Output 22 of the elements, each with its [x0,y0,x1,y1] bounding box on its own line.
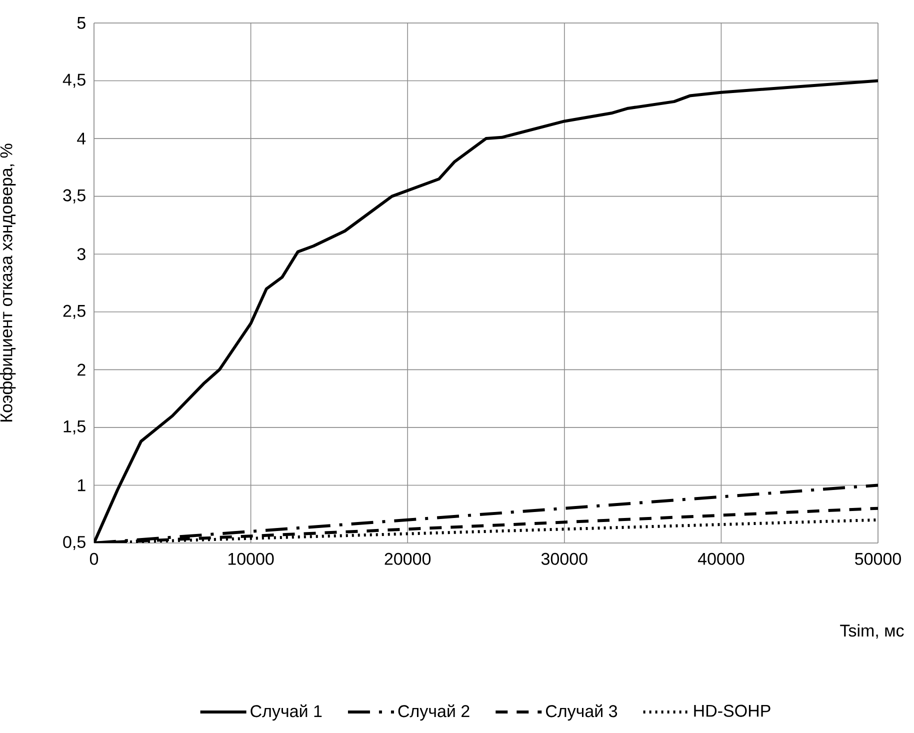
y-tick-label: 2,5 [63,304,86,319]
x-tick-label: 40000 [698,552,744,565]
y-tick-label: 1,5 [64,420,86,434]
x-tick-label: 20000 [384,552,431,565]
y-tick-label: 3,5 [63,189,86,204]
x-tick-label: 30000 [541,552,588,565]
x-tick-label: 50000 [855,552,901,565]
y-tick-label: 4 [77,132,86,144]
y-tick-label: 5 [77,17,86,29]
y-tick-label: 1 [78,479,86,492]
x-axis-title: Tsim, мс [840,624,904,639]
legend-label: Случай 2 [398,704,470,721]
legend-label: Случай 3 [546,704,618,721]
legend-label: HD-SOHP [694,704,770,717]
y-tick-label: 2 [78,364,86,376]
x-tick-label: 0 [90,552,98,565]
y-tick-label: 4,5 [62,74,86,88]
x-tick-label: 10000 [228,552,274,565]
y-axis-title: Коэффициент отказа хэндовера, % [0,144,16,422]
legend-label: Случай 1 [250,704,322,721]
y-tick-label: 0,5 [63,536,86,550]
y-tick-label: 3 [77,248,86,260]
